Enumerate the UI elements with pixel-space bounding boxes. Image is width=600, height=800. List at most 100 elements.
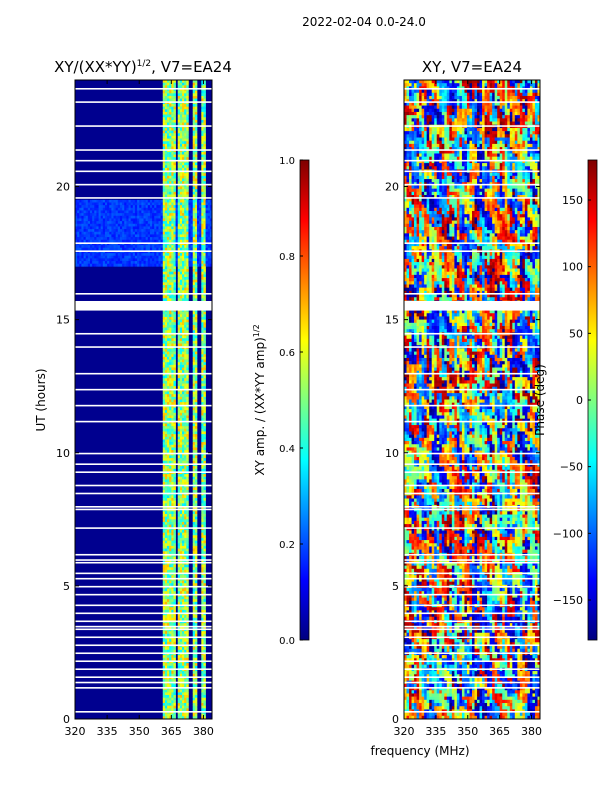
amp-cell [167,431,170,435]
amp-cell [115,210,119,214]
amp-cell [199,205,202,209]
amp-cell [184,410,187,414]
amp-cell [186,311,189,315]
amp-cell [194,633,198,637]
amp-cell [192,359,196,363]
amp-cell [194,359,198,363]
amp-cell [184,609,187,613]
amp-cell [87,223,91,227]
amp-cell [179,649,183,653]
amp-cell [156,258,159,262]
amp-cell [179,141,183,145]
amp-cell [201,601,204,605]
amp-cell [162,205,166,209]
amp-cell [173,90,176,94]
amp-cell [194,529,198,533]
amp-cell [96,199,99,203]
amp-cell [162,114,166,118]
amp-cell [169,191,172,195]
amp-cell [203,146,206,150]
amp-cell [171,138,174,142]
amp-cell [205,213,209,217]
amp-cell [179,679,183,683]
amp-cell [134,215,138,219]
amp-cell [128,247,131,251]
amp-cell [177,261,181,265]
amp-cell [164,700,168,704]
amp-cell [179,277,183,280]
amp-cell [167,247,170,251]
amp-cell [75,223,78,227]
amp-cell [169,495,172,499]
amp-cell [167,615,170,619]
amp-cell [98,253,101,257]
amp-cell [173,229,176,233]
amp-cell [169,684,172,688]
amp-cell [152,202,155,206]
amp-cell [167,245,170,249]
amp-cell [186,285,189,288]
amp-cell [169,189,172,193]
phase-cell [466,80,470,84]
amp-cell [169,213,172,217]
amp-cell [162,482,166,485]
amp-cell [184,202,187,206]
amp-cell [194,545,198,549]
amp-cell [186,133,189,137]
amp-heatmap [75,80,212,719]
amp-cell [184,415,187,419]
amp-cell [192,178,196,182]
amp-cell [209,263,212,267]
amp-cell [164,567,168,571]
phase-cell [439,80,443,84]
amp-cell [100,263,104,267]
amp-cell [192,199,196,203]
amp-cell [207,205,211,209]
phase-cell [449,80,453,84]
amp-cell [167,468,170,472]
amp-cell [186,521,189,525]
amp-cell [184,175,187,179]
amp-cell [169,521,172,525]
amp-cell [111,223,114,227]
amp-cell [98,255,101,259]
amp-cell [194,354,198,358]
amp-cell [160,247,164,251]
amp-cell [182,109,185,113]
amp-cell [179,247,183,251]
amp-cell [79,210,82,214]
amp-cell [173,700,176,704]
amp-cell [171,412,174,416]
amp-cell [201,490,204,493]
amp-cell [107,223,110,227]
amp-cell [94,258,97,262]
amp-cell [194,234,198,238]
amp-cell [164,569,168,573]
amp-cell [182,679,185,683]
amp-cell [184,532,187,536]
amp-cell [188,199,191,203]
amp-cell [192,135,196,139]
amp-cell [169,327,172,331]
amp-cell [167,340,170,344]
amp-cell [177,423,181,427]
amp-cell [171,189,174,193]
amp-cell [100,245,104,249]
amp-ytick-label: 10 [56,447,70,460]
amp-cell [177,716,181,719]
amp-cell [147,231,151,235]
amp-cell [203,282,206,286]
amp-cell [169,370,172,374]
amp-cell [207,234,211,238]
amp-cell [177,367,181,371]
amp-cell [194,591,198,595]
amp-cell [102,199,106,203]
amp-cell [192,157,196,161]
amp-cell [182,354,185,358]
amp-cell [192,311,196,315]
amp-cell [199,253,202,257]
amp-cell [164,476,168,480]
amp-cell [92,247,95,251]
amp-cell [111,239,114,243]
amp-cell [173,516,176,520]
